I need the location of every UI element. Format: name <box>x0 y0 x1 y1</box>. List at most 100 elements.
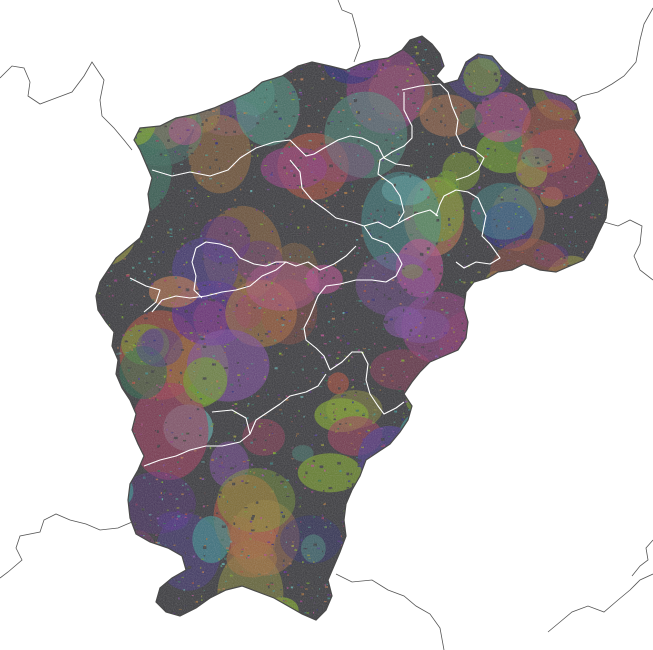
dark-speckle <box>393 480 398 483</box>
river-speckle <box>527 325 530 328</box>
dark-speckle <box>149 98 152 101</box>
river-speckle <box>478 594 481 596</box>
dark-speckle <box>176 67 178 70</box>
river-speckle <box>513 410 515 412</box>
dark-speckle <box>556 549 558 551</box>
river-speckle <box>229 58 233 60</box>
dark-speckle <box>418 408 422 412</box>
river-speckle <box>379 521 382 523</box>
river-speckle <box>352 62 356 64</box>
dark-speckle <box>570 366 574 369</box>
river-speckle <box>605 367 608 369</box>
river-speckle <box>102 480 105 482</box>
river-speckle <box>570 55 573 58</box>
dark-speckle <box>196 609 199 612</box>
river-speckle <box>108 195 112 197</box>
river-speckle <box>459 444 462 446</box>
river-speckle <box>595 397 597 400</box>
dark-speckle <box>224 618 229 620</box>
river-speckle <box>120 538 124 540</box>
river-speckle <box>415 511 417 513</box>
river-speckle <box>585 386 588 389</box>
river-speckle <box>428 536 432 539</box>
river-speckle <box>604 502 607 505</box>
river-speckle <box>449 552 451 554</box>
river-speckle <box>447 421 451 424</box>
dark-speckle <box>127 417 130 419</box>
watershed-patch <box>529 402 572 438</box>
river-speckle <box>144 607 148 609</box>
river-speckle <box>469 612 471 615</box>
river-speckle <box>590 388 592 390</box>
river-speckle <box>134 156 137 159</box>
river-speckle <box>593 364 595 367</box>
dark-speckle <box>526 587 529 590</box>
river-speckle <box>119 140 122 143</box>
river-speckle <box>145 184 148 186</box>
river-speckle <box>517 589 519 591</box>
river-speckle <box>347 557 349 559</box>
river-speckle <box>122 517 125 520</box>
watershed-patch <box>530 36 608 75</box>
dark-speckle <box>138 123 140 127</box>
river-speckle <box>399 504 403 506</box>
river-speckle <box>479 430 481 433</box>
river-speckle <box>601 348 605 351</box>
river-speckle <box>268 41 270 43</box>
river-speckle <box>537 489 540 490</box>
river-speckle <box>586 407 590 409</box>
dark-speckle <box>527 80 530 83</box>
river-speckle <box>196 92 198 94</box>
river-speckle <box>512 372 515 375</box>
river-speckle <box>164 111 167 114</box>
watershed-patch <box>464 524 508 565</box>
dark-speckle <box>427 593 432 595</box>
river-speckle <box>358 497 361 499</box>
river-speckle <box>477 579 479 581</box>
river-speckle <box>183 101 187 103</box>
river-speckle <box>345 36 349 38</box>
river-speckle <box>483 304 486 307</box>
river-speckle <box>577 319 579 322</box>
dark-speckle <box>417 388 419 391</box>
river-speckle <box>501 481 504 483</box>
watershed-patch <box>246 36 306 71</box>
river-speckle <box>455 533 458 535</box>
river-speckle <box>568 43 571 45</box>
river-speckle <box>605 117 608 119</box>
river-speckle <box>265 607 266 609</box>
dark-speckle <box>279 74 281 76</box>
dark-speckle <box>593 143 597 146</box>
river-speckle <box>166 54 170 57</box>
river-speckle <box>102 515 105 517</box>
river-speckle <box>475 430 478 432</box>
river-speckle <box>138 123 140 126</box>
river-speckle <box>425 587 428 590</box>
river-speckle <box>439 426 442 428</box>
river-speckle <box>496 565 499 567</box>
river-speckle <box>134 605 137 608</box>
province-border <box>95 35 609 621</box>
river-speckle <box>379 566 382 569</box>
dark-speckle <box>237 68 242 70</box>
river-speckle <box>98 540 101 543</box>
river-speckle <box>448 615 452 617</box>
river-speckle <box>461 582 464 584</box>
river-speckle <box>436 435 438 438</box>
river-speckle <box>330 608 334 611</box>
river-speckle <box>536 310 538 312</box>
river-speckle <box>559 468 561 470</box>
watershed-patch <box>499 36 558 69</box>
dark-speckle <box>108 433 110 436</box>
dark-speckle <box>362 40 365 42</box>
river-speckle <box>445 510 448 512</box>
dark-speckle <box>510 396 514 398</box>
river-speckle <box>458 61 462 62</box>
river-speckle <box>476 425 478 427</box>
river-speckle <box>520 546 522 548</box>
river-speckle <box>477 524 481 527</box>
river-speckle <box>173 47 177 49</box>
